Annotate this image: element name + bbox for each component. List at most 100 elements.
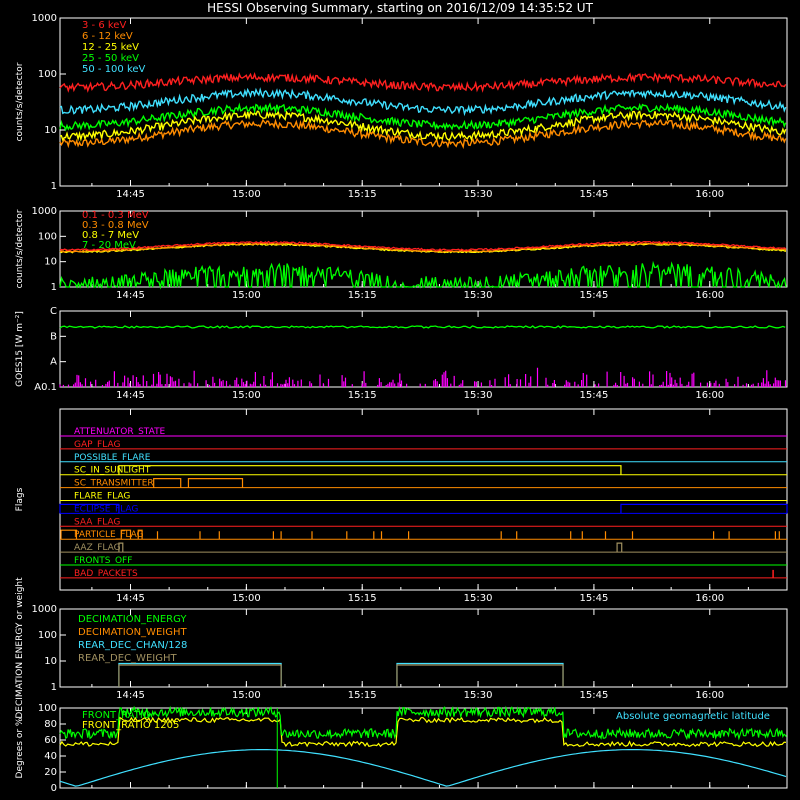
series-line	[118, 662, 282, 687]
flag-label: POSSIBLE_FLARE	[74, 453, 151, 463]
flag-label: ATTENUATOR_STATE	[74, 427, 166, 437]
time-tick-label: 14:45	[116, 593, 145, 604]
flag-label: ECLIPSE_FLAG	[74, 504, 138, 514]
flag-segment	[620, 503, 788, 514]
time-tick-label: 15:45	[580, 189, 609, 200]
time-tick-label: 15:45	[580, 290, 609, 301]
y-axis-label: counts/s/detector	[15, 62, 25, 141]
series-line	[59, 716, 787, 748]
y-axis-label: Degrees or %	[15, 717, 25, 778]
y-tick-label: 40	[44, 751, 57, 762]
flag-segment	[156, 531, 780, 540]
y-tick-label: 1	[51, 181, 57, 192]
time-tick-label: 14:45	[116, 290, 145, 301]
y-tick-label: 100	[38, 703, 57, 714]
legend-entry: REAR_DEC_CHAN/128	[78, 640, 187, 651]
time-tick-label: 15:15	[348, 189, 377, 200]
legend-entry: 50 - 100 keV	[82, 64, 146, 75]
series-line	[59, 109, 787, 142]
legend-entry: 0.8 - 7 MeV	[82, 230, 139, 241]
y-axis-label: GOES15 [W m⁻²]	[15, 311, 25, 387]
series-line	[118, 664, 282, 687]
legend-entry: DECIMATION_ENERGY	[78, 614, 187, 625]
flag-segment	[187, 478, 244, 488]
y-tick-label: 100	[38, 69, 57, 80]
flag-segment	[118, 465, 622, 475]
time-tick-label: 15:00	[232, 290, 261, 301]
y-tick-label: 1	[51, 282, 57, 293]
series-line	[59, 367, 787, 387]
panel-frame	[59, 608, 788, 688]
y-tick-label: 10	[44, 257, 57, 268]
y-tick-label: C	[50, 306, 57, 317]
y-tick-label: 100	[38, 630, 57, 641]
panel-lightcurves_high: 14:4515:0015:1515:3015:4516:0016:15count…	[15, 206, 788, 301]
time-tick-label: 15:45	[580, 690, 609, 701]
flag-label: SAA_FLAG	[74, 517, 120, 527]
time-tick-label: 16:00	[695, 189, 724, 200]
time-tick-label: 15:15	[348, 390, 377, 401]
series-line	[396, 664, 564, 687]
panel-lightcurves_low: 14:4515:0015:1515:3015:4516:0016:15count…	[15, 13, 788, 200]
panel-flags: 14:4515:0015:1515:3015:4516:0016:15Flags…	[15, 408, 788, 604]
y-tick-label: B	[50, 331, 57, 342]
y-tick-label: A	[50, 357, 57, 368]
series-line	[59, 705, 787, 741]
time-tick-label: 15:30	[464, 390, 493, 401]
y-tick-label: 100	[38, 231, 57, 242]
legend-entry: 3 - 6 keV	[82, 20, 126, 31]
series-line	[59, 118, 787, 150]
annotation-label: Absolute geomagnetic latitude	[616, 711, 770, 722]
flag-segment	[60, 529, 78, 540]
y-tick-label: 20	[44, 767, 57, 778]
time-tick-label: 15:00	[232, 189, 261, 200]
flag-segment	[59, 503, 120, 514]
y-tick-label: 60	[44, 735, 57, 746]
flag-label: AAZ_FLAG	[74, 543, 121, 553]
y-tick-label: 1000	[32, 604, 57, 615]
y-tick-label: 1	[51, 682, 57, 693]
time-tick-label: 15:00	[232, 390, 261, 401]
time-tick-label: 15:45	[580, 593, 609, 604]
y-tick-label: 10	[44, 656, 57, 667]
time-tick-label: 15:30	[464, 290, 493, 301]
series-line	[59, 240, 787, 252]
y-tick-label: A0.1	[34, 382, 57, 393]
legend-entry: 25 - 50 keV	[82, 53, 139, 64]
legend-entry: REAR_DEC_WEIGHT	[78, 653, 177, 664]
time-tick-label: 16:00	[695, 290, 724, 301]
time-tick-label: 15:15	[348, 290, 377, 301]
y-tick-label: 80	[44, 719, 57, 730]
y-tick-label: 10	[44, 125, 57, 136]
panel-decimation: 14:4515:0015:1515:3015:4516:0016:15DECIM…	[15, 577, 788, 719]
y-axis-label: DECIMATION ENERGY or weight	[15, 577, 25, 719]
legend-entry: 0.1 - 0.3 MeV	[82, 210, 149, 221]
flag-segment	[137, 529, 143, 540]
y-tick-label: 0	[51, 783, 57, 794]
series-line	[59, 749, 787, 787]
figure-title: HESSI Observing Summary, starting on 201…	[207, 1, 593, 15]
legend-entry: 6 - 12 keV	[82, 31, 133, 42]
time-tick-label: 15:30	[464, 189, 493, 200]
series-line	[59, 260, 787, 290]
y-axis-label: counts/s/detector	[15, 209, 25, 288]
flag-label: FLARE_FLAG	[74, 492, 130, 502]
time-tick-label: 16:00	[695, 390, 724, 401]
panel-geometry: Degrees or % 0 20 40 60 80 100 FRONT_RATIOFRONT…	[15, 703, 788, 794]
series-line	[59, 87, 787, 117]
time-tick-label: 15:00	[232, 690, 261, 701]
flag-label: BAD_PACKETS	[74, 569, 138, 579]
flag-label: PARTICLE_FLAG	[74, 530, 144, 540]
y-tick-label: 1000	[32, 13, 57, 24]
series-line	[59, 102, 787, 132]
legend-entry: DECIMATION_WEIGHT	[78, 627, 187, 638]
legend-entry: 7 - 20 MeV	[82, 240, 136, 251]
time-tick-label: 14:45	[116, 690, 145, 701]
series-line	[59, 71, 787, 93]
legend-entry: FRONT_RATIO 1205	[82, 720, 179, 731]
y-tick-label: 1000	[32, 206, 57, 217]
time-tick-label: 15:45	[580, 390, 609, 401]
time-tick-label: 15:30	[464, 690, 493, 701]
time-tick-label: 15:00	[232, 593, 261, 604]
